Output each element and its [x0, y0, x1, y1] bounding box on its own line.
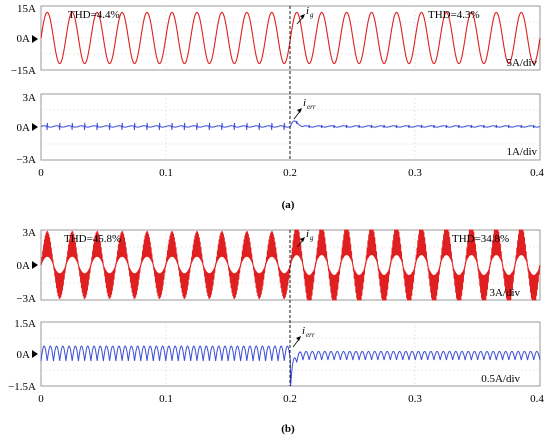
- panel-b-bottom-ytick-max: 1.5A: [14, 318, 36, 330]
- panel-b-top-scale: 3A/div: [489, 287, 520, 299]
- panel-b-top-zero-marker: [32, 261, 38, 269]
- panel-a-bottom-scale: 1A/div: [506, 146, 537, 158]
- panel-b-top-ytick-zero: 0A: [17, 260, 31, 272]
- panel-b-bottom-ytick-min: −1.5A: [8, 381, 36, 393]
- panel-a-thd-before: THD=4.4%: [68, 9, 120, 21]
- panel-b-bottom-scale: 0.5A/div: [481, 373, 520, 385]
- panel-b-xtick-4: 0.4: [530, 393, 544, 405]
- panel-a-error-current-waveform: [40, 120, 541, 131]
- panel-a-ig-label: i g: [296, 5, 314, 25]
- panel-b-ierr-label: i err: [292, 325, 315, 348]
- svg-text:g: g: [310, 234, 314, 242]
- svg-text:g: g: [310, 11, 314, 19]
- panel-a-top-zero-marker: [32, 35, 38, 43]
- panel-b-xtick-3: 0.3: [408, 393, 422, 405]
- panel-a-xtick-3: 0.3: [408, 167, 422, 179]
- panel-a-top-scale: 5A/div: [506, 57, 537, 69]
- panel-b-top-ytick-min: −3A: [16, 293, 36, 305]
- panel-b-thd-after: THD=34.8%: [452, 233, 509, 245]
- panel-a-xtick-4: 0.4: [530, 167, 544, 179]
- panel-a-bottom-ytick-min: −3A: [16, 154, 36, 166]
- panel-b-bottom-zero-marker: [32, 350, 38, 358]
- panel-b-caption: (b): [281, 423, 295, 435]
- panel-a-top-ytick-zero: 0A: [17, 33, 31, 45]
- panel-b-xtick-1: 0.1: [159, 393, 173, 405]
- svg-text:i: i: [303, 97, 306, 109]
- panel-a-ierr-label: i err: [293, 97, 316, 120]
- panel-b-thd-before: THD=45.8%: [64, 233, 121, 245]
- panel-a: 15A 0A −15A 3A 0A −3A THD=4.4% THD=4.3% …: [11, 3, 545, 211]
- svg-text:err: err: [307, 103, 316, 111]
- panel-a-xtick-1: 0.1: [159, 167, 173, 179]
- panel-a-thd-after: THD=4.3%: [428, 9, 480, 21]
- panel-b-grid-current-waveform: [40, 229, 541, 301]
- panel-b-top-ytick-max: 3A: [23, 227, 37, 239]
- panel-a-bottom-zero-marker: [32, 123, 38, 131]
- panel-b-error-current-waveform: [40, 345, 541, 387]
- panel-a-xtick-0: 0: [38, 167, 44, 179]
- svg-text:i: i: [306, 228, 309, 240]
- panel-a-top-ytick-max: 15A: [17, 3, 36, 15]
- panel-a-caption: (a): [282, 199, 295, 211]
- panel-a-bottom-ytick-zero: 0A: [17, 122, 31, 134]
- svg-text:err: err: [306, 331, 315, 339]
- svg-text:i: i: [302, 325, 305, 337]
- panel-b-xtick-0: 0: [38, 393, 44, 405]
- svg-text:i: i: [306, 5, 309, 17]
- panel-a-grid-current-waveform: [40, 11, 541, 65]
- panel-a-bottom-ytick-max: 3A: [23, 92, 37, 104]
- panel-a-xtick-2: 0.2: [283, 167, 297, 179]
- panel-b-ig-label: i g: [296, 228, 314, 248]
- panel-a-top-ytick-min: −15A: [11, 65, 36, 77]
- panel-b: 3A 0A −3A 1.5A 0A −1.5A THD=45.8% THD=34…: [8, 227, 544, 435]
- panel-b-bottom-ytick-zero: 0A: [17, 349, 31, 361]
- panel-b-xtick-2: 0.2: [283, 393, 297, 405]
